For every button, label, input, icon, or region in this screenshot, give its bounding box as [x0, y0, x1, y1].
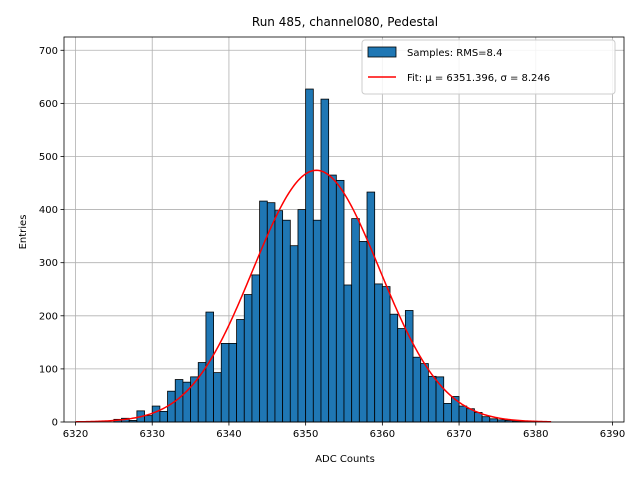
x-axis-label: ADC Counts	[315, 454, 375, 465]
histogram-bar	[420, 363, 429, 423]
x-tick-label: 6370	[446, 429, 471, 440]
histogram-bar	[251, 274, 261, 423]
histogram-bar	[159, 410, 168, 423]
histogram-bar	[366, 191, 376, 423]
y-tick-label: 100	[39, 364, 58, 375]
histogram-bar	[289, 245, 299, 423]
histogram-bar	[259, 200, 268, 423]
histogram-bar	[328, 174, 337, 423]
histogram-bar	[443, 403, 452, 423]
histogram-bar	[489, 418, 498, 423]
x-tick-label: 6320	[63, 429, 88, 440]
legend: Samples: RMS=8.4 Fit: μ = 6351.396, σ = …	[361, 39, 616, 95]
histogram-bar	[389, 313, 399, 423]
histogram-bar	[282, 219, 291, 423]
fit-curve	[75, 169, 552, 423]
histogram-bar	[481, 416, 491, 423]
y-tick-label: 300	[39, 258, 58, 269]
histogram-bar	[297, 209, 307, 423]
y-tick-label: 500	[39, 152, 58, 163]
histogram-bar	[266, 202, 276, 423]
histogram-bar	[220, 343, 230, 423]
histogram-bar	[320, 98, 330, 423]
histogram-bar	[427, 375, 437, 423]
legend-box	[361, 39, 616, 95]
histogram-bar	[236, 319, 245, 423]
y-tick-label: 0	[52, 418, 58, 429]
histogram-bar	[243, 294, 253, 423]
x-tick-label: 6350	[293, 429, 318, 440]
histogram-bar	[205, 311, 214, 423]
legend-histogram-swatch	[367, 46, 397, 58]
histogram-bar	[144, 415, 153, 423]
histogram-bar	[197, 362, 207, 423]
histogram-bar	[381, 286, 391, 423]
histogram-bars	[113, 88, 537, 423]
x-tick-label: 6330	[139, 429, 164, 440]
histogram-bar	[312, 219, 322, 423]
histogram-bar	[305, 88, 314, 423]
histogram-bar	[213, 372, 222, 423]
histogram-bar	[374, 283, 383, 423]
legend-fit-label: Fit: μ = 6351.396, σ = 8.246	[407, 73, 550, 84]
histogram-bar	[358, 241, 368, 423]
histogram-bar	[274, 210, 284, 423]
histogram-bar	[151, 405, 161, 423]
plot-frame	[63, 36, 625, 423]
x-tick-label: 6380	[523, 429, 548, 440]
legend-histogram-label: Samples: RMS=8.4	[407, 48, 502, 59]
histogram-bar	[404, 310, 414, 423]
y-tick-label: 700	[39, 46, 58, 57]
y-tick-label: 600	[39, 99, 58, 110]
chart-title: Run 485, channel080, Pedestal	[252, 15, 438, 29]
histogram-bar	[351, 218, 360, 423]
x-tick-label: 6360	[370, 429, 395, 440]
y-tick-label: 400	[39, 205, 58, 216]
y-axis-label: Entries	[18, 215, 29, 250]
histogram-bar	[412, 356, 422, 423]
y-axis: 0 100 200 300 400 500 600 700	[39, 46, 64, 429]
histogram-bar	[458, 405, 468, 423]
y-tick-label: 200	[39, 311, 58, 322]
x-tick-label: 6390	[600, 429, 625, 440]
histogram-bar	[343, 284, 353, 423]
x-axis: 6320 6330 6340 6350 6360 6370 6380 6390	[63, 422, 625, 440]
histogram-bar	[335, 179, 345, 423]
histogram-bar	[167, 390, 176, 423]
x-tick-label: 6340	[216, 429, 241, 440]
histogram-bar	[228, 343, 238, 423]
histogram-bar	[397, 328, 406, 423]
